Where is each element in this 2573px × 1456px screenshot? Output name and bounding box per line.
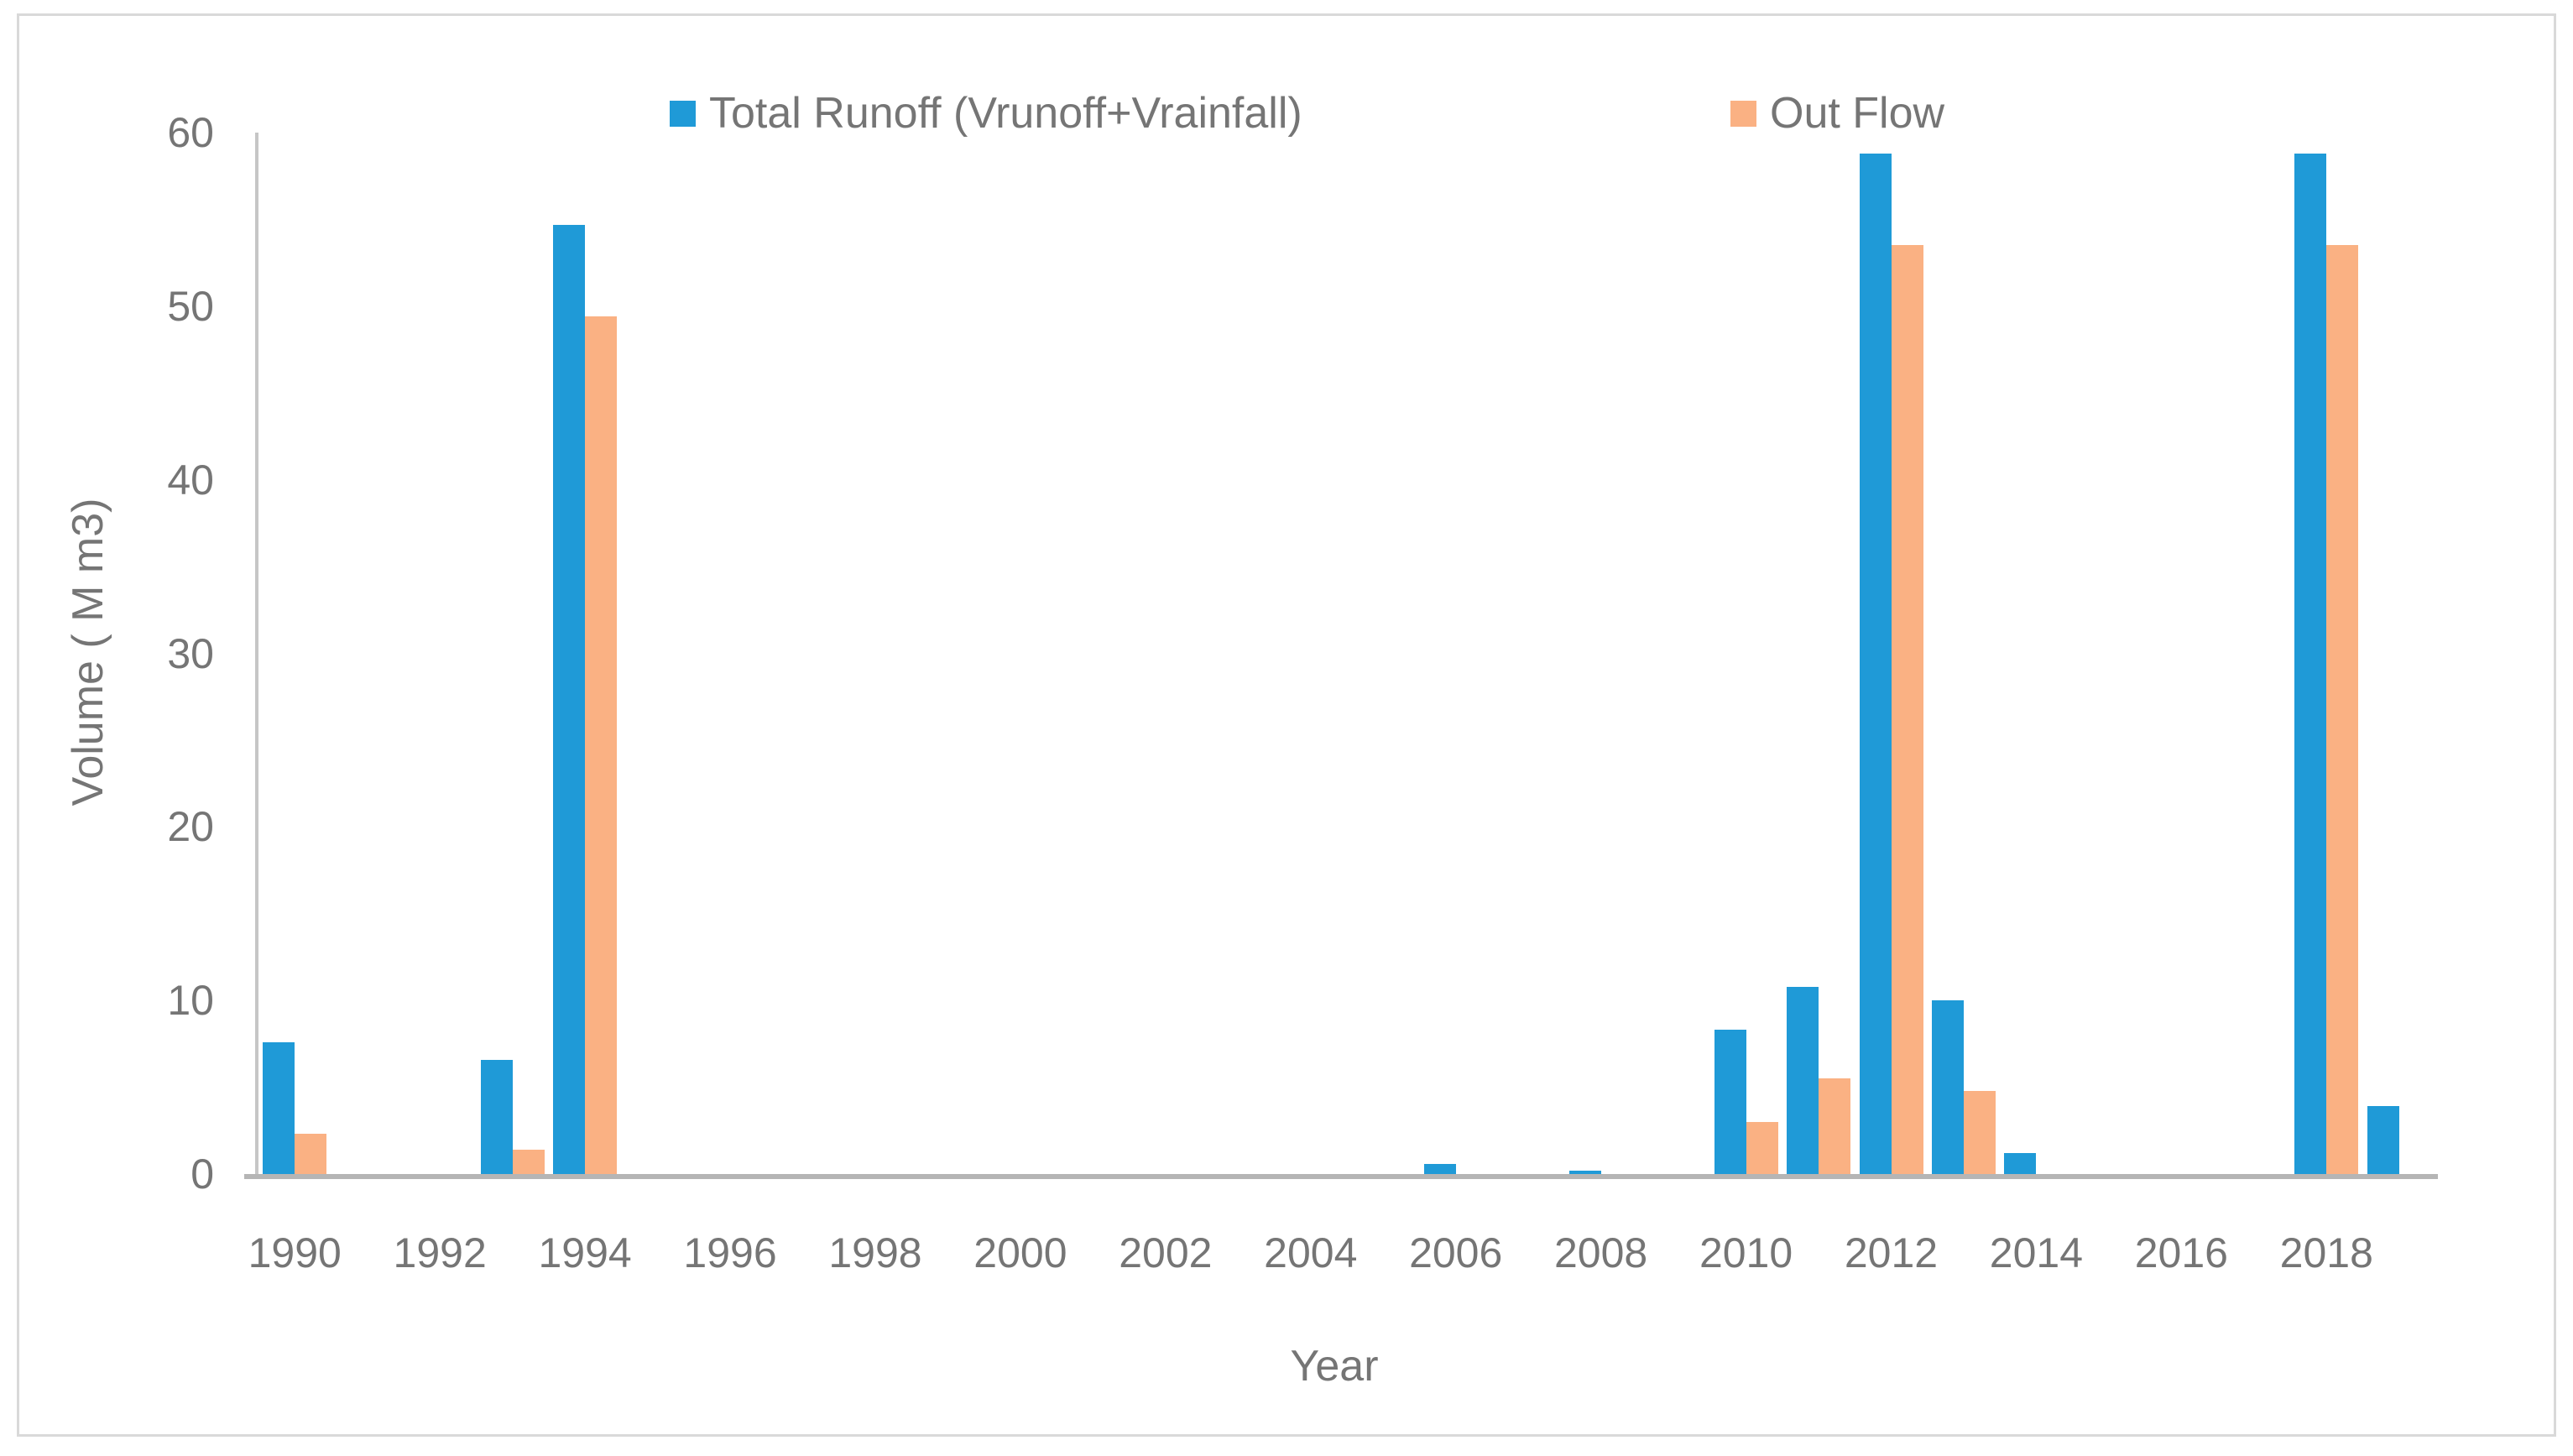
bar-out-flow-1990 [295,1134,327,1174]
x-tick-label-2006: 2006 [1409,1229,1503,1276]
y-tick-label-50: 50 [167,282,214,330]
category-slot-2018 [2290,133,2362,1174]
category-slot-2000 [984,133,1057,1174]
category-slot-1995 [621,133,693,1174]
category-slot-2012 [1855,133,1927,1174]
x-tick-label-1998: 1998 [828,1229,922,1276]
bar-out-flow-2018 [2326,245,2359,1174]
bar-total-runoff-2010 [1714,1030,1746,1174]
category-slot-2013 [1928,133,2000,1174]
x-tick-label-1996: 1996 [683,1229,777,1276]
chart-frame: Total Runoff (Vrunoff+Vrainfall) Out Flo… [17,13,2556,1437]
x-tick-label-2004: 2004 [1264,1229,1358,1276]
category-slot-2007 [1492,133,1564,1174]
bar-total-runoff-2006 [1423,1163,1456,1174]
category-slot-1992 [404,133,476,1174]
category-slot-2014 [2000,133,2072,1174]
bar-total-runoff-2019 [2367,1106,2399,1174]
bar-out-flow-1993 [512,1150,545,1174]
x-tick-label-2010: 2010 [1699,1229,1793,1276]
category-slot-2011 [1782,133,1855,1174]
x-tick-label-2002: 2002 [1119,1229,1213,1276]
x-axis-line [244,1174,2438,1179]
bar-total-runoff-1990 [263,1041,295,1174]
bar-total-runoff-2008 [1568,1170,1601,1174]
plot-area [258,133,2435,1174]
y-tick-label-20: 20 [167,803,214,851]
category-slot-1994 [549,133,621,1174]
x-tick-label-1990: 1990 [248,1229,342,1276]
legend-item-total-runoff: Total Runoff (Vrunoff+Vrainfall) [670,86,1302,140]
category-slot-2002 [1130,133,1202,1174]
bar-out-flow-1994 [585,316,618,1174]
bar-total-runoff-2012 [1859,153,1892,1174]
category-slot-1997 [766,133,838,1174]
category-slot-2010 [1709,133,1782,1174]
bar-total-runoff-2018 [2294,153,2327,1174]
y-tick-label-0: 0 [190,1151,214,1198]
legend-label-out-flow: Out Flow [1770,89,1945,138]
bar-total-runoff-2014 [2004,1153,2037,1174]
bar-total-runoff-2013 [1931,1000,1965,1174]
bar-total-runoff-1994 [553,224,586,1174]
legend-item-out-flow: Out Flow [1730,86,1944,140]
bar-out-flow-2010 [1746,1121,1778,1174]
category-slot-2003 [1202,133,1274,1174]
category-slot-2006 [1420,133,1492,1174]
bar-total-runoff-1993 [480,1059,513,1174]
category-slot-2017 [2218,133,2290,1174]
y-tick-label-30: 30 [167,629,214,677]
x-tick-label-2000: 2000 [973,1229,1067,1276]
x-tick-label-1992: 1992 [393,1229,487,1276]
legend-swatch-out-flow-icon [1730,100,1756,127]
y-axis-line [255,133,258,1179]
legend-swatch-total-runoff-icon [670,100,696,127]
bar-out-flow-2012 [1891,245,1923,1174]
category-slot-2019 [2363,133,2435,1174]
x-tick-label-2016: 2016 [2134,1229,2228,1276]
y-tick-label-60: 60 [167,109,214,156]
category-slot-2005 [1347,133,1419,1174]
category-slot-2015 [2073,133,2145,1174]
y-tick-label-10: 10 [167,977,214,1025]
category-slot-2004 [1275,133,1347,1174]
category-slot-1996 [694,133,766,1174]
y-tick-label-40: 40 [167,456,214,504]
category-slot-1991 [331,133,403,1174]
category-slot-2016 [2145,133,2217,1174]
category-slot-2001 [1057,133,1129,1174]
x-tick-label-1994: 1994 [538,1229,632,1276]
bar-out-flow-2013 [1964,1090,1996,1174]
x-tick-label-2018: 2018 [2279,1229,2373,1276]
bar-out-flow-2011 [1819,1078,1851,1174]
bar-total-runoff-2011 [1787,986,1819,1174]
category-slot-1998 [839,133,911,1174]
category-slot-2009 [1637,133,1709,1174]
x-axis-title: Year [1290,1342,1379,1391]
category-slot-1990 [258,133,331,1174]
category-slot-1993 [476,133,548,1174]
x-tick-label-2012: 2012 [1844,1229,1939,1276]
legend-label-total-runoff: Total Runoff (Vrunoff+Vrainfall) [709,89,1302,138]
x-tick-label-2008: 2008 [1554,1229,1648,1276]
category-slot-2008 [1564,133,1636,1174]
category-slot-1999 [911,133,984,1174]
x-tick-label-2014: 2014 [1989,1229,2084,1276]
